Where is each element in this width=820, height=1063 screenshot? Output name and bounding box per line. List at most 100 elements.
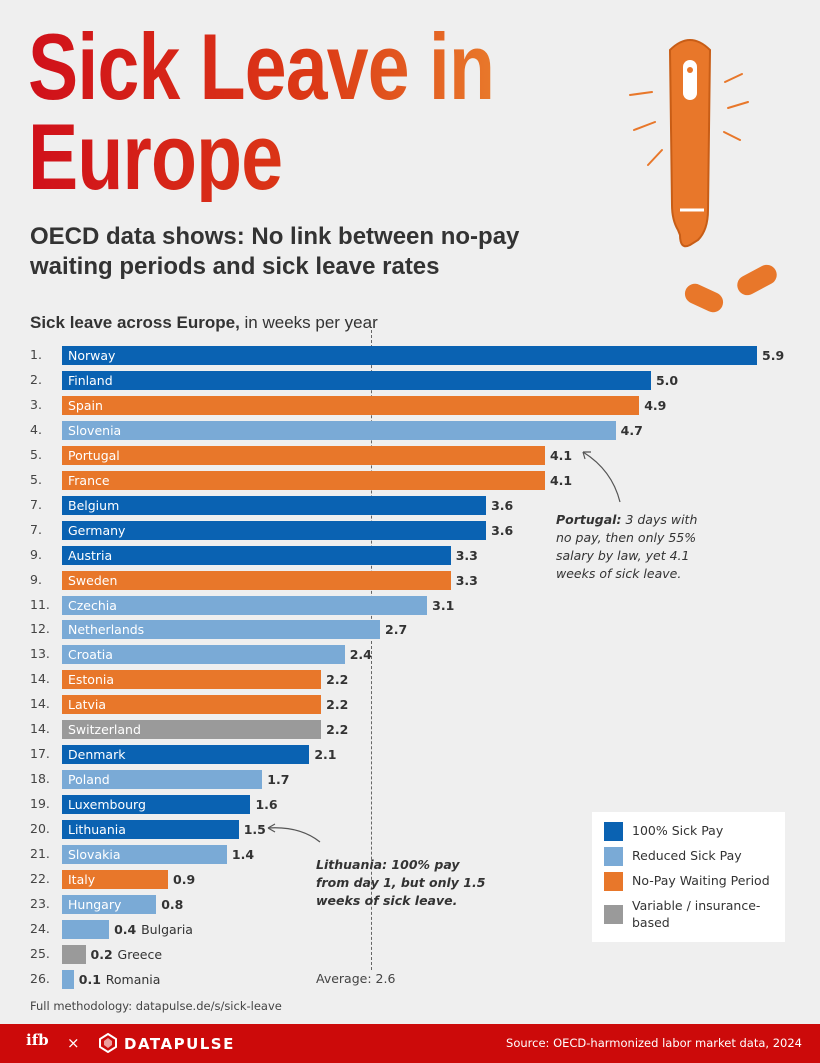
country-label: Switzerland (68, 722, 141, 738)
bar (62, 720, 322, 740)
page-subtitle: OECD data shows: No link between no-pay … (30, 223, 520, 280)
bar (62, 395, 640, 415)
rank-label: 21. (30, 846, 50, 861)
country-label: Luxembourg (68, 797, 146, 813)
bar-row-sweden: 9. Sweden 3.3 (0, 570, 820, 591)
value-label: 3.6 (491, 522, 514, 538)
rank-label: 5. (30, 471, 42, 487)
legend-item-full: 100% Sick Pay (604, 822, 782, 841)
bar (62, 346, 757, 365)
country-label: Spain (68, 397, 103, 413)
country-label: Bulgaria (141, 921, 193, 937)
value-label: 2.2 (326, 697, 349, 713)
bar-row-estonia: 14. Estonia 2.2 (0, 670, 820, 690)
bar-row-latvia: 14. Latvia 2.2 (0, 695, 820, 715)
bar (62, 894, 157, 914)
value-label: 0.8 (161, 896, 184, 912)
value-label: 2.2 (326, 672, 349, 688)
rank-label: 12. (30, 621, 50, 637)
bar-row-lithuania: 20. Lithuania 1.5 (0, 820, 820, 840)
country-label: Belgium (68, 497, 120, 513)
portugal-arrowhead (582, 451, 591, 460)
value-label: 1.5 (243, 822, 266, 838)
bar-row-poland: 18. Poland 1.7 (0, 770, 820, 790)
datapulse-logo: DATAPULSE (124, 1035, 235, 1053)
bar-row-netherlands: 12. Netherlands 2.7 (0, 620, 820, 640)
legend-swatch (604, 872, 623, 891)
bar (62, 645, 345, 665)
separator: × (67, 1034, 80, 1052)
legend-label: 100% Sick Pay (632, 823, 724, 838)
value-label: 0.2 (90, 946, 113, 962)
value-label: 5.0 (655, 372, 679, 388)
rank-label: 14. (30, 671, 50, 687)
bar (62, 820, 239, 840)
thermometer-illustration (629, 39, 777, 313)
rank-label: 9. (30, 571, 42, 587)
rank-label: 13. (30, 646, 50, 662)
bar-row-hungary: 23. Hungary 0.8 (0, 894, 820, 915)
legend-label: No-Pay Waiting Period (632, 873, 770, 888)
chart-heading-bold: Sick leave across Europe, (30, 313, 240, 332)
average-label: Average: 2.6 (316, 971, 396, 986)
rank-label: 9. (30, 546, 42, 562)
rank-label: 4. (30, 421, 42, 437)
value-label: 2.1 (314, 747, 337, 763)
bar (62, 944, 86, 964)
country-label: Finland (68, 372, 113, 388)
rank-label: 26. (30, 970, 50, 986)
bar-row-slovakia: 21. Slovakia 1.4 (0, 845, 820, 865)
rank-label: 19. (30, 796, 50, 812)
bar (62, 670, 322, 690)
rank-label: 18. (30, 771, 50, 787)
annotation-lithuania-bold: Lithuania: 100% pay from day 1, but only… (316, 857, 486, 908)
value-label: 1.4 (231, 847, 255, 862)
value-label: 3.6 (491, 497, 514, 513)
average-line (371, 330, 372, 970)
value-label: 4.1 (549, 447, 573, 463)
annotation-portugal: Portugal: 3 days with no pay, then only … (556, 511, 716, 583)
bar (62, 495, 487, 515)
value-label: 2.7 (385, 622, 408, 638)
bar-row-croatia: 13. Croatia 2.4 (0, 645, 820, 665)
bar (62, 969, 74, 989)
value-label: 3.3 (455, 547, 478, 563)
methodology-link[interactable]: Full methodology: datapulse.de/s/sick-le… (30, 999, 282, 1013)
footer-bar: ifb × DATAPULSE Source: OECD-harmonized … (0, 1024, 820, 1063)
bar-row-austria: 9. Austria 3.3 (0, 545, 820, 566)
bar-row-norway: 1. Norway 5.9 (0, 346, 820, 366)
legend-label: Variable / insurance-based (632, 898, 761, 930)
bar-row-romania: 26. 0.1 Romania (0, 969, 820, 990)
country-label: Croatia (68, 647, 113, 663)
legend-swatch (604, 822, 623, 841)
rank-label: 17. (30, 746, 50, 762)
annotation-portugal-text: 3 days with no pay, then only 55% salary… (556, 512, 698, 581)
rank-label: 5. (30, 446, 42, 462)
bar (62, 570, 451, 590)
ifb-logo: ifb (26, 1031, 49, 1049)
rank-label: 20. (30, 821, 50, 837)
rank-label: 14. (30, 721, 50, 737)
bar (62, 445, 545, 465)
annotation-portugal-bold: Portugal: (556, 512, 622, 527)
bar (62, 620, 381, 640)
country-label: Italy (68, 871, 96, 887)
bar-row-bulgaria: 24. 0.4 Bulgaria (0, 919, 820, 940)
bar (62, 695, 322, 715)
legend-item-variable: Variable / insurance-based (604, 897, 782, 931)
value-label: 4.9 (644, 397, 667, 413)
value-label: 3.1 (432, 597, 455, 613)
chart-heading: Sick leave across Europe, in weeks per y… (30, 313, 378, 333)
bar-row-italy: 22. Italy 0.9 (0, 869, 820, 890)
legend-swatch (604, 847, 623, 866)
country-label: Slovenia (68, 422, 122, 438)
bar-row-belgium: 7. Belgium 3.6 (0, 495, 820, 516)
bar-row-germany: 7. Germany 3.6 (0, 520, 820, 541)
bar (62, 545, 451, 565)
bar (62, 745, 310, 765)
value-label: 5.9 (762, 348, 785, 363)
value-label: 4.1 (549, 472, 573, 488)
bar-row-france: 5. France 4.1 (0, 470, 820, 491)
rank-label: 2. (30, 371, 42, 387)
